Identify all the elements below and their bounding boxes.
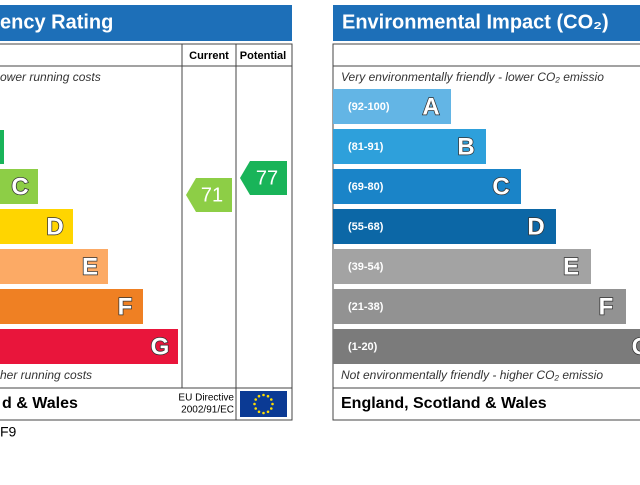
reference: F9 (0, 424, 17, 440)
band-range: (69-80) (348, 181, 384, 193)
bottom-note: her running costs (0, 368, 92, 382)
band-bar (333, 89, 451, 124)
band-bar (0, 130, 4, 164)
band-letter: F (599, 293, 614, 320)
top-note: Very environmentally friendly - lower CO… (341, 70, 604, 84)
top-note: ower running costs (0, 70, 101, 84)
band-letter: C (492, 173, 509, 200)
band-letter: C (11, 173, 28, 200)
band-letter: F (118, 293, 133, 320)
band-range: (39-54) (348, 261, 384, 273)
eu-star (254, 398, 258, 401)
band-range: (1-20) (348, 341, 378, 353)
eu-star (262, 393, 265, 397)
eu-star (257, 394, 261, 398)
band-range: (21-38) (348, 301, 384, 313)
band-bar (0, 249, 108, 284)
band-bar (333, 329, 640, 364)
eu-stars (253, 393, 274, 415)
band-letter: B (457, 133, 474, 160)
eu-star (271, 402, 274, 406)
eu-star (266, 410, 270, 414)
band-bar (0, 329, 178, 364)
current-arrow (186, 178, 232, 212)
band-letter: G (632, 333, 640, 360)
band-letter: E (82, 253, 98, 280)
panel-title: ency Rating (0, 11, 113, 33)
band-letter: E (563, 253, 579, 280)
band-range: (92-100) (348, 101, 390, 113)
bottom-note: Not environmentally friendly - higher CO… (341, 368, 603, 382)
current-rating: 71 (201, 184, 223, 206)
band-letter: A (422, 93, 439, 120)
band-letter: D (46, 213, 63, 240)
potential-rating: 77 (256, 167, 278, 189)
footer: d & Wales (2, 395, 78, 412)
eu-star (262, 411, 265, 415)
panel-title: Environmental Impact (CO₂) (342, 11, 609, 33)
band-bar (333, 209, 556, 244)
directive: 2002/91/EC (181, 405, 234, 416)
band-bar (0, 169, 38, 204)
column-header: Current (189, 50, 229, 62)
eu-star (253, 402, 256, 406)
potential-arrow (240, 161, 287, 195)
title-bar (0, 5, 292, 41)
eu-star (257, 410, 261, 414)
title-bar (333, 5, 640, 41)
band-range: (81-91) (348, 141, 384, 153)
band-letter: G (151, 333, 170, 360)
eu-star (254, 407, 258, 410)
band-bar (333, 169, 521, 204)
band-bar (333, 249, 591, 284)
eu-star (269, 407, 273, 410)
band-bar (333, 129, 486, 164)
band-letter: D (527, 213, 544, 240)
band-bar (0, 289, 143, 324)
eu-star (269, 398, 273, 401)
band-bar (333, 289, 626, 324)
band-bar (0, 209, 73, 244)
column-header: Potential (240, 50, 286, 62)
eu-star (266, 394, 270, 398)
directive: EU Directive (178, 393, 234, 404)
footer: England, Scotland & Wales (341, 395, 547, 412)
band-range: (55-68) (348, 221, 384, 233)
